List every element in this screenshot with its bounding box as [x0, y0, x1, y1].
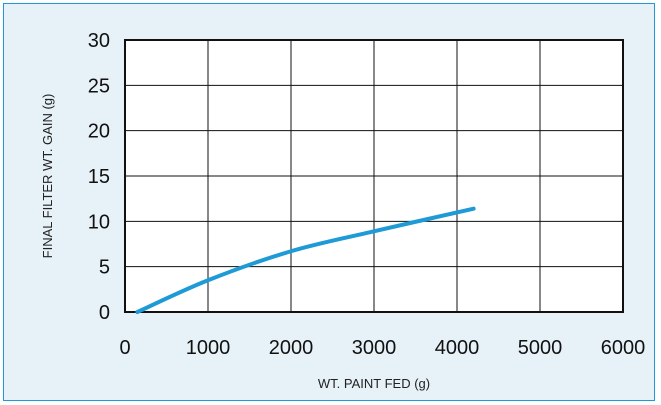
x-tick-label: 2000: [269, 337, 314, 359]
x-tick-labels: 0 1000 2000 3000 4000 5000 6000: [119, 337, 645, 359]
y-tick-label: 5: [99, 257, 110, 279]
plot-border: [124, 39, 624, 313]
series-group: [135, 206, 476, 314]
y-tick-label: 10: [88, 211, 110, 233]
y-axis-title: FINAL FILTER WT. GAIN (g): [40, 94, 55, 259]
y-tick-labels: 0 5 10 15 20 25 30: [88, 30, 110, 324]
x-tick-label: 3000: [352, 337, 397, 359]
y-tick-label: 15: [88, 166, 110, 188]
x-tick-label: 4000: [435, 337, 480, 359]
x-tick-label: 6000: [601, 337, 646, 359]
x-axis-title: WT. PAINT FED (g): [318, 376, 430, 391]
x-tick-label: 0: [119, 337, 130, 359]
series-line: [135, 206, 476, 314]
x-tick-label: 1000: [186, 337, 231, 359]
y-tick-label: 20: [88, 121, 110, 143]
y-tick-label: 25: [88, 75, 110, 97]
y-tick-label: 0: [99, 302, 110, 324]
y-tick-label: 30: [88, 30, 110, 52]
x-tick-label: 5000: [518, 337, 563, 359]
